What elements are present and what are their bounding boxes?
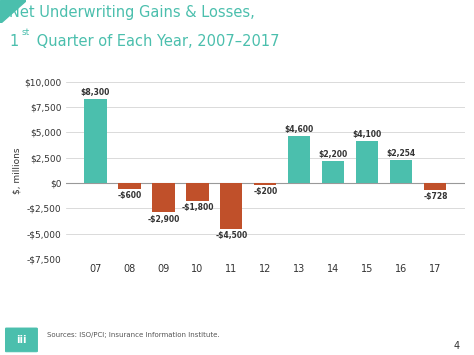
Bar	[391, 160, 412, 183]
Text: -$1,800: -$1,800	[181, 203, 214, 212]
Bar	[153, 183, 174, 213]
Bar	[356, 142, 378, 183]
Text: st: st	[21, 28, 29, 37]
Text: iii: iii	[16, 335, 27, 345]
Text: Quarter of Each Year, 2007–2017: Quarter of Each Year, 2007–2017	[32, 34, 280, 49]
Text: -$600: -$600	[118, 191, 142, 200]
FancyBboxPatch shape	[5, 328, 38, 352]
Y-axis label: $, millions: $, millions	[12, 147, 21, 193]
Bar	[424, 183, 447, 191]
Text: $8,300: $8,300	[81, 88, 110, 97]
Text: $4,100: $4,100	[353, 131, 382, 140]
Text: -$4,500: -$4,500	[215, 231, 247, 240]
Bar	[288, 136, 310, 183]
Text: 1: 1	[9, 34, 19, 49]
Bar	[118, 183, 140, 189]
Bar	[220, 183, 243, 229]
Text: 4: 4	[454, 342, 460, 351]
Text: Sources: ISO/PCI; Insurance Information Institute.: Sources: ISO/PCI; Insurance Information …	[47, 332, 220, 338]
Text: -$728: -$728	[423, 192, 447, 202]
Text: $2,200: $2,200	[319, 150, 348, 159]
Text: net underwriting results have been quite variable.: net underwriting results have been quite…	[79, 308, 395, 318]
Text: $2,254: $2,254	[387, 149, 416, 158]
Bar	[84, 99, 107, 183]
Bar	[255, 183, 276, 185]
Polygon shape	[0, 0, 26, 23]
Text: $4,600: $4,600	[285, 125, 314, 135]
Text: -$2,900: -$2,900	[147, 214, 180, 224]
Text: Net Underwriting Gains & Losses,: Net Underwriting Gains & Losses,	[9, 5, 255, 20]
Text: In the first quarter of the year,: In the first quarter of the year,	[141, 293, 333, 303]
Bar	[186, 183, 209, 201]
Text: -$200: -$200	[253, 187, 278, 196]
Bar	[322, 161, 345, 183]
